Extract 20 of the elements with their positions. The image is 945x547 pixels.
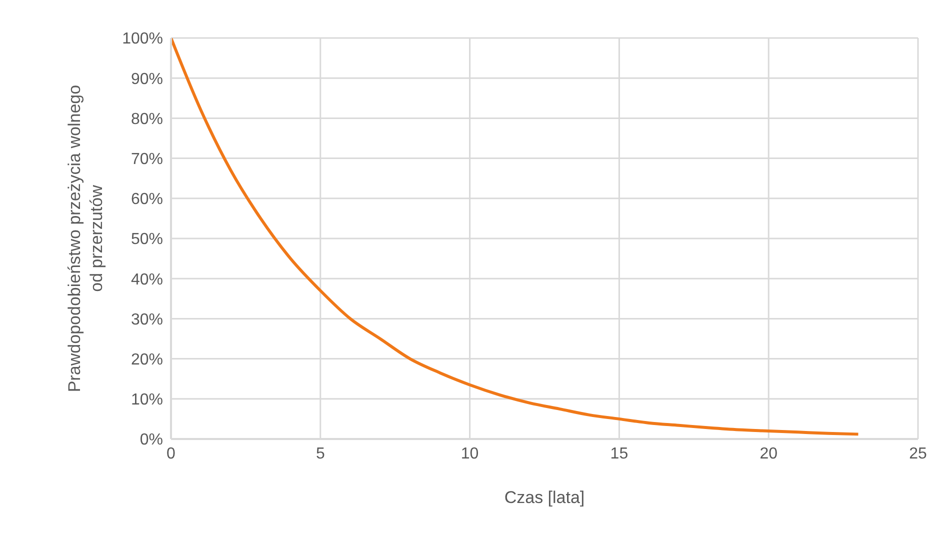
x-tick-label: 25 [909,445,927,462]
x-tick-label: 5 [316,445,325,462]
y-tick-label: 70% [130,150,163,168]
line-series [171,38,860,436]
y-tick-label: 80% [130,110,163,128]
y-tick-label: 100% [122,30,163,48]
y-tick-label: 0% [140,432,163,449]
x-tick-label: 0 [166,445,176,462]
y-tick-label: 50% [130,231,163,248]
x-axis-title: Czas [lata] [504,488,585,507]
x-tick-label: 20 [760,445,778,462]
y-tick-label: 40% [130,271,163,288]
y-tick-label: 90% [130,70,163,88]
y-tick-label: 20% [130,351,163,368]
y-tick-label: 10% [130,392,163,409]
y-axis-title: Prawdopodobieństwo przeżycia wolnego od przerzutów [65,84,106,392]
y-tick-label: 60% [130,191,163,208]
x-tick-label: 15 [610,445,628,462]
y-tick-label: 30% [130,311,163,328]
x-tick-label: 10 [460,445,479,462]
